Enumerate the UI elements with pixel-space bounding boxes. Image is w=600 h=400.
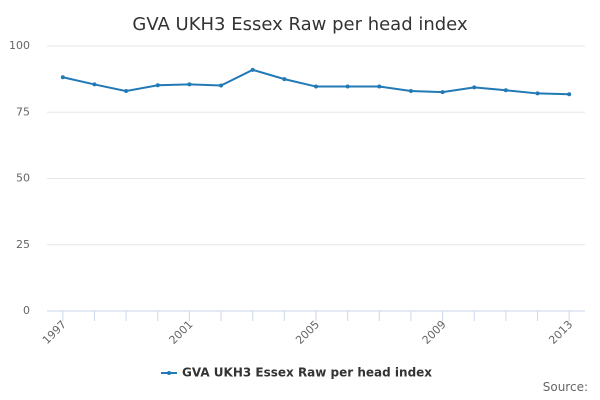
point: [440, 90, 445, 95]
y-tick-label: 25: [16, 238, 30, 251]
point: [535, 91, 540, 96]
y-tick-label: 75: [16, 105, 30, 118]
point: [567, 92, 572, 97]
legend-label: GVA UKH3 Essex Raw per head index: [182, 366, 432, 380]
point: [377, 84, 382, 89]
x-tick-label: 2009: [420, 318, 449, 347]
source: Source:: [543, 380, 588, 394]
y-tick-label: 0: [23, 304, 30, 317]
point: [92, 82, 97, 87]
point: [503, 88, 508, 93]
y-tick-label: 50: [16, 172, 30, 185]
point: [250, 67, 255, 72]
point: [187, 82, 192, 87]
chart-title: GVA UKH3 Essex Raw per head index: [132, 14, 468, 35]
point: [124, 89, 129, 94]
point: [282, 77, 287, 82]
point: [408, 89, 413, 94]
legend-marker: [167, 371, 171, 375]
point: [345, 84, 350, 89]
point: [219, 83, 224, 88]
x-tick-label: 2013: [546, 318, 575, 347]
series-line: [62, 68, 570, 96]
x-tick-label: 2005: [293, 318, 322, 347]
point: [155, 83, 160, 88]
point: [314, 84, 318, 89]
point: [472, 85, 477, 90]
x-tick-label: 1997: [40, 318, 69, 347]
y-tick-label: 100: [9, 39, 30, 52]
point: [60, 75, 65, 80]
x-tick-label: 2001: [167, 318, 196, 347]
